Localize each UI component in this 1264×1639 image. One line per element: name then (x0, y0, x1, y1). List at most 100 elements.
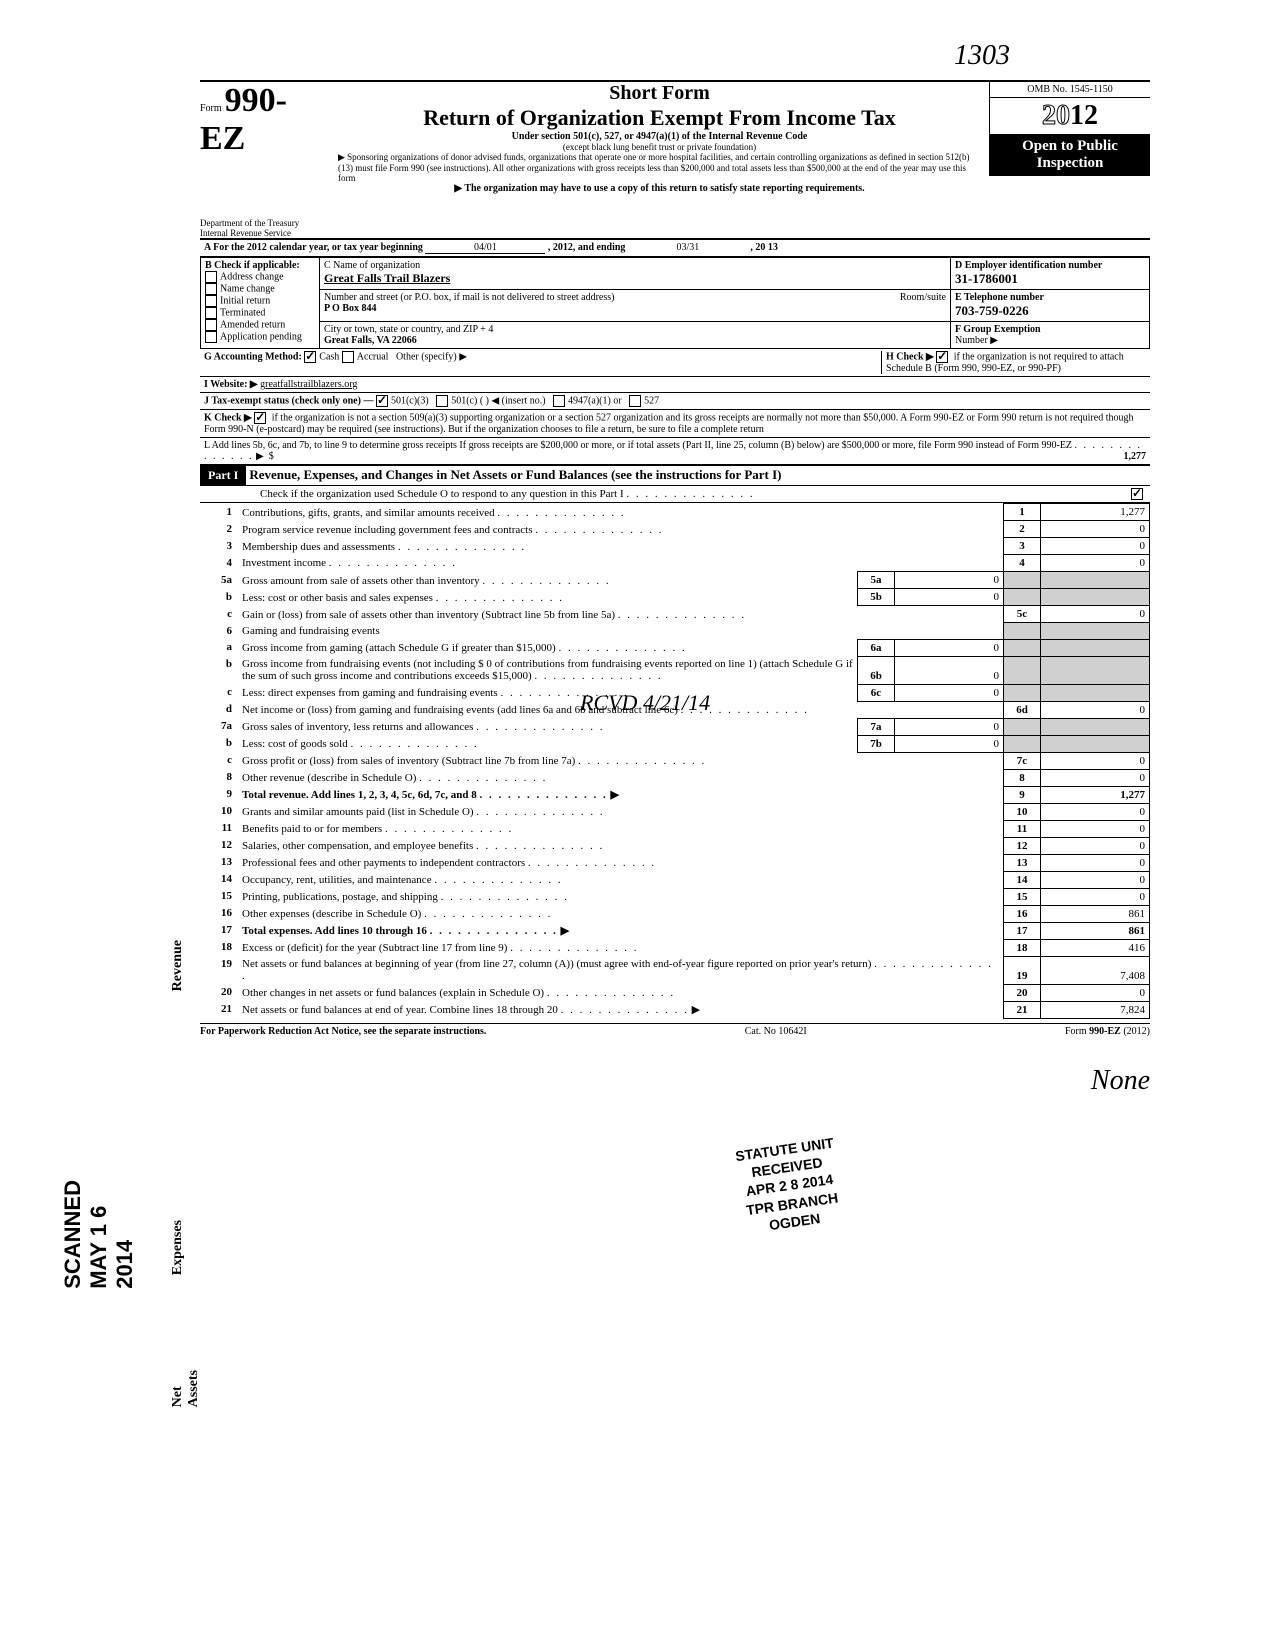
section-c-city: City or town, state or country, and ZIP … (320, 322, 951, 349)
line-row: 13Professional fees and other payments t… (200, 854, 1150, 871)
form-header: Form 990-EZ Department of the Treasury I… (200, 80, 1150, 238)
line-row: 3Membership dues and assessments 30 (200, 538, 1150, 555)
line-number: 10 (200, 803, 238, 820)
line-number: c (200, 752, 238, 769)
amount: 0 (1041, 538, 1150, 555)
line-number: 19 (200, 956, 238, 984)
received-stamp: STATUTE UNIT RECEIVED APR 2 8 2014 TPR B… (734, 1134, 845, 1238)
line-j: J Tax-exempt status (check only one) — 5… (200, 393, 1150, 410)
line-number: 18 (200, 939, 238, 956)
line-row: 5aGross amount from sale of assets other… (200, 572, 1150, 589)
line-row: 4Investment income 40 (200, 555, 1150, 572)
line-desc: Grants and similar amounts paid (list in… (238, 803, 1004, 820)
box-num: 12 (1004, 837, 1041, 854)
checkbox-501c3[interactable] (376, 395, 388, 407)
box-num: 14 (1004, 871, 1041, 888)
line-number: 20 (200, 984, 238, 1001)
line-row: 19Net assets or fund balances at beginni… (200, 956, 1150, 984)
omb-number: OMB No. 1545-1150 (990, 82, 1150, 98)
line-row: cGain or (loss) from sale of assets othe… (200, 606, 1150, 623)
checkbox-accrual[interactable] (342, 351, 354, 363)
line-desc: Program service revenue including govern… (238, 521, 1004, 538)
line-desc: Gross amount from sale of assets other t… (238, 572, 858, 589)
line-desc: Less: cost of goods sold (238, 735, 858, 752)
handwritten-number: 1303 (954, 40, 1010, 72)
line-desc: Total revenue. Add lines 1, 2, 3, 4, 5c,… (238, 786, 1004, 803)
inner-box-num: 7a (858, 718, 895, 735)
part1-header-row: Part I Revenue, Expenses, and Changes in… (200, 466, 1150, 486)
inner-amount: 0 (895, 656, 1004, 684)
short-form-title: Short Form (330, 82, 989, 105)
line-number: 6 (200, 623, 238, 640)
line-row: 20Other changes in net assets or fund ba… (200, 984, 1150, 1001)
shade-cell (1041, 589, 1150, 606)
line-number: d (200, 701, 238, 718)
gross-receipts: 1,277 (1124, 451, 1147, 462)
checkbox-cash[interactable] (304, 351, 316, 363)
line-number: b (200, 735, 238, 752)
line-desc: Gaming and fundraising events (238, 623, 1004, 640)
inner-box-num: 6c (858, 684, 895, 701)
section-c-name: C Name of organization Great Falls Trail… (320, 258, 951, 290)
checkbox-k[interactable] (254, 412, 266, 424)
line-number: 3 (200, 538, 238, 555)
shade-cell (1004, 572, 1041, 589)
line-row: 9Total revenue. Add lines 1, 2, 3, 4, 5c… (200, 786, 1150, 803)
line-desc: Net assets or fund balances at beginning… (238, 956, 1004, 984)
checkbox-address-change[interactable] (205, 271, 217, 283)
line-desc: Total expenses. Add lines 10 through 16 … (238, 922, 1004, 939)
box-num: 6d (1004, 701, 1041, 718)
amount: 0 (1041, 555, 1150, 572)
checkbox-name-change[interactable] (205, 283, 217, 295)
box-num: 2 (1004, 521, 1041, 538)
box-num: 4 (1004, 555, 1041, 572)
shade-cell (1004, 623, 1041, 640)
line-number: 12 (200, 837, 238, 854)
checkbox-terminated[interactable] (205, 307, 217, 319)
checkbox-initial-return[interactable] (205, 295, 217, 307)
line-a: A For the 2012 calendar year, or tax yea… (200, 240, 1150, 257)
box-num: 13 (1004, 854, 1041, 871)
line-row: bLess: cost or other basis and sales exp… (200, 589, 1150, 606)
line-desc: Investment income (238, 555, 1004, 572)
line-desc: Less: cost or other basis and sales expe… (238, 589, 858, 606)
checkbox-527[interactable] (629, 395, 641, 407)
checkbox-h[interactable] (936, 351, 948, 363)
box-num: 8 (1004, 769, 1041, 786)
shade-cell (1041, 572, 1150, 589)
org-address: P O Box 844 (324, 303, 377, 314)
tax-year: 2012 (990, 98, 1150, 134)
line-desc: Gross sales of inventory, less returns a… (238, 718, 858, 735)
form-page: 13 0 3 Form 990-EZ Department of the Treas… (200, 80, 1150, 1037)
amount: 7,408 (1041, 956, 1150, 984)
box-num: 5c (1004, 606, 1041, 623)
inner-amount: 0 (895, 589, 1004, 606)
line-row: 7aGross sales of inventory, less returns… (200, 718, 1150, 735)
line-number: c (200, 684, 238, 701)
line-number: 11 (200, 820, 238, 837)
amount: 861 (1041, 905, 1150, 922)
line-number: 5a (200, 572, 238, 589)
line-desc: Gain or (loss) from sale of assets other… (238, 606, 1004, 623)
checkbox-amended[interactable] (205, 319, 217, 331)
checkbox-4947[interactable] (553, 395, 565, 407)
shade-cell (1041, 735, 1150, 752)
inner-amount: 0 (895, 572, 1004, 589)
line-desc: Printing, publications, postage, and shi… (238, 888, 1004, 905)
org-city: Great Falls, VA 22066 (324, 335, 417, 346)
inner-box-num: 5b (858, 589, 895, 606)
line-desc: Gross profit or (loss) from sales of inv… (238, 752, 1004, 769)
part1-label: Part I (200, 466, 246, 485)
inner-amount: 0 (895, 718, 1004, 735)
line-row: aGross income from gaming (attach Schedu… (200, 639, 1150, 656)
ein: 31-1786001 (955, 271, 1018, 286)
line-number: 9 (200, 786, 238, 803)
section-b: B Check if applicable: Address change Na… (201, 258, 320, 349)
checkbox-501c[interactable] (436, 395, 448, 407)
line-row: 11Benefits paid to or for members 110 (200, 820, 1150, 837)
line-l: L Add lines 5b, 6c, and 7b, to line 9 to… (200, 438, 1150, 466)
line-desc: Other changes in net assets or fund bala… (238, 984, 1004, 1001)
line-row: 8Other revenue (describe in Schedule O) … (200, 769, 1150, 786)
checkbox-schedule-o[interactable] (1131, 488, 1143, 500)
checkbox-pending[interactable] (205, 331, 217, 343)
